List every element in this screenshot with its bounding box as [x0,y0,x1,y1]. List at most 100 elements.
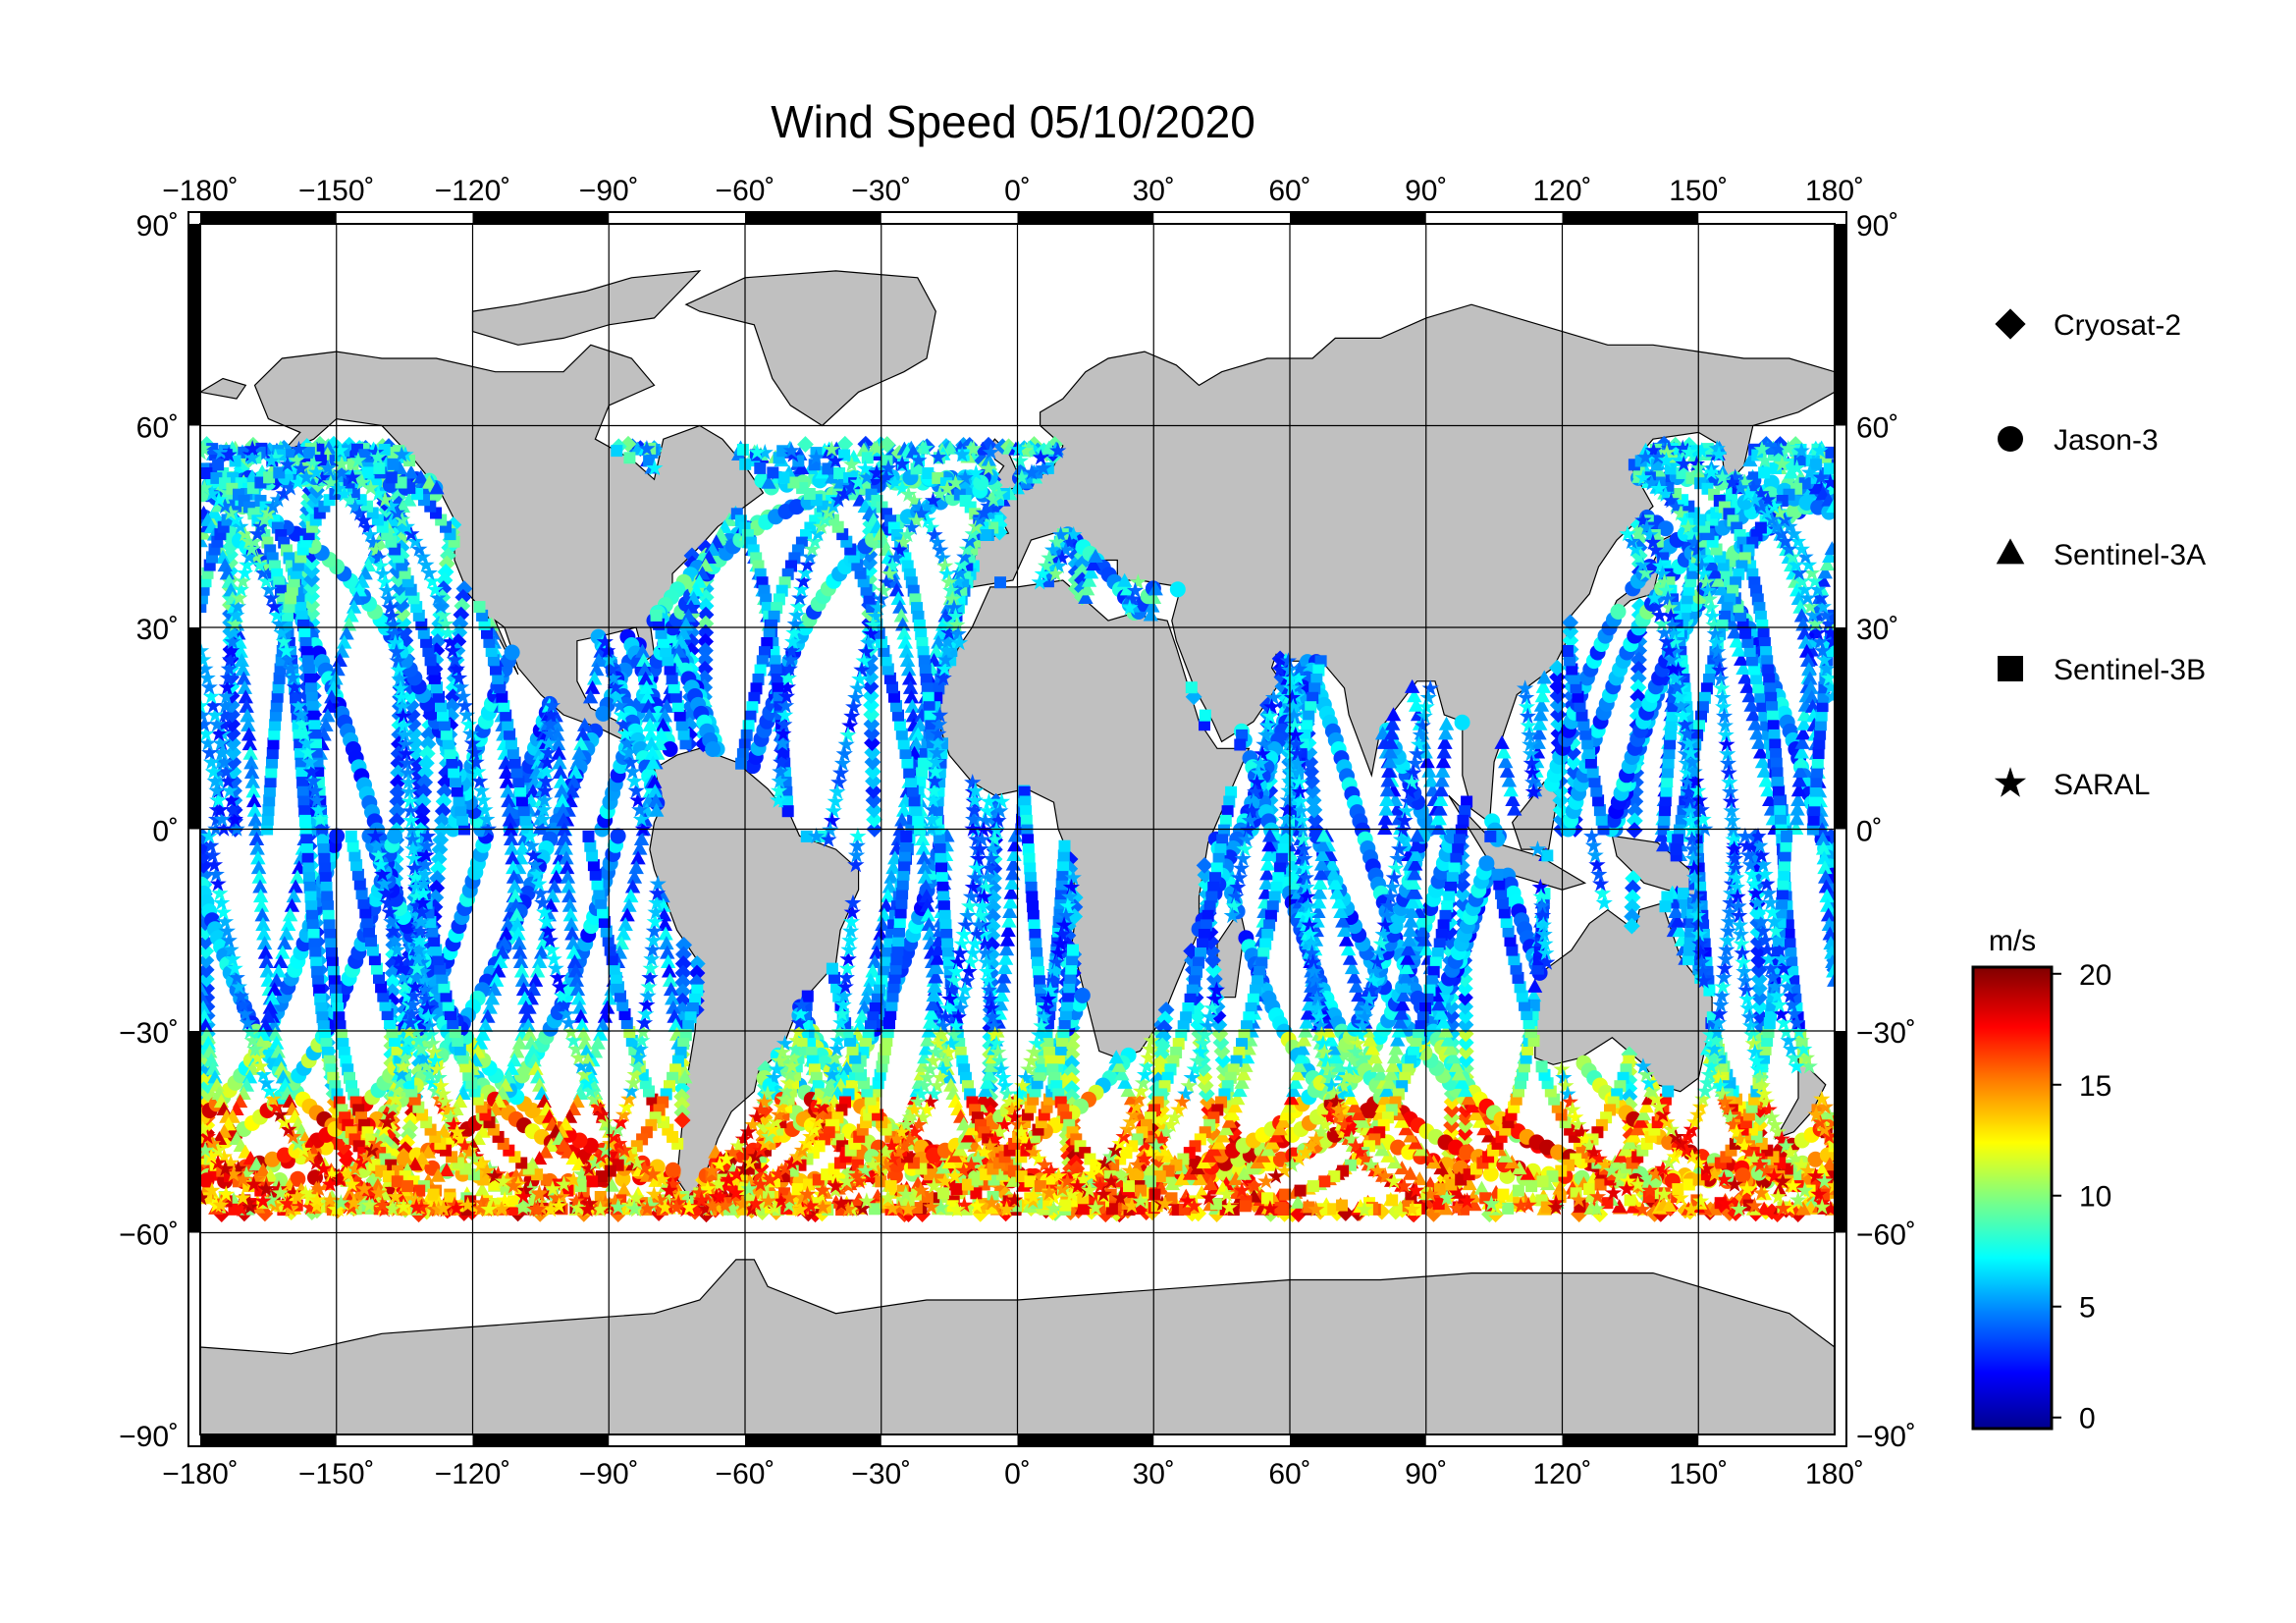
cryosat-2-point [384,983,401,1001]
jason-3-point [665,1162,681,1178]
cryosat-2-point [419,735,437,753]
cryosat-2-point [1189,1007,1206,1024]
cryosat-2-point [1328,1205,1346,1221]
cryosat-2-point [1624,908,1641,925]
cryosat-2-point [437,774,454,791]
cryosat-2-point [1200,1093,1216,1110]
cryosat-2-point [1457,1016,1474,1034]
map-title: Wind Speed 05/10/2020 [771,96,1255,147]
cryosat-2-point [429,870,446,887]
cryosat-2-point [417,764,434,782]
cryosat-2-point [430,850,448,868]
cryosat-2-point [428,879,446,896]
cryosat-2-point [384,992,400,1009]
cryosat-2-point [1629,670,1647,687]
jason-3-point [1074,987,1091,1003]
cryosat-2-point [1624,889,1641,906]
cryosat-2-point [1565,753,1582,771]
cryosat-2-point [432,832,450,848]
cryosat-2-point [1307,811,1324,829]
land-borneo [1511,781,1559,850]
cryosat-2-point [1306,801,1323,819]
cryosat-2-point [1627,802,1644,820]
cryosat-2-point [1564,734,1581,752]
cryosat-2-point [864,763,881,781]
cryosat-2-point [418,745,436,762]
cryosat-2-point [405,725,423,742]
cryosat-2-point [697,623,715,641]
cryosat-2-point [836,435,854,453]
cryosat-2-point [1457,998,1474,1015]
cryosat-2-point [1456,980,1473,997]
jason-3-point [1454,714,1470,730]
cryosat-2-point [325,435,343,453]
cryosat-2-point [1458,1052,1474,1069]
cryosat-2-point [1624,898,1641,916]
cryosat-2-point [378,1134,395,1151]
cryosat-2-point [1625,879,1641,896]
cryosat-2-point [1303,773,1320,789]
jason-3-point [1735,1167,1751,1184]
cryosat-2-point [866,811,883,829]
cryosat-2-point [864,734,881,752]
cryosat-2-point [434,802,452,820]
cryosat-2-point [391,579,408,596]
cryosat-2-point [413,802,431,820]
cryosat-2-point [408,753,425,771]
cryosat-2-point [349,1190,367,1208]
cryosat-2-point [435,580,453,597]
cryosat-2-point [697,606,715,623]
cryosat-2-point [972,1205,989,1222]
cryosat-2-point [436,784,454,800]
cryosat-2-point [399,1134,416,1151]
cryosat-2-point [1185,688,1202,706]
cryosat-2-point [1457,1043,1474,1060]
cryosat-2-point [1151,1055,1169,1072]
cryosat-2-point [431,840,449,858]
cryosat-2-point [434,812,451,830]
jason-3-point [1169,581,1186,598]
cryosat-2-point [696,651,714,669]
cryosat-2-point [1626,812,1643,830]
cryosat-2-point [416,774,434,791]
cryosat-2-point [1154,1028,1172,1046]
cryosat-2-point [1629,660,1647,677]
cryosat-2-point [865,791,882,809]
cryosat-2-point [414,792,432,810]
cryosat-2-point [697,632,715,650]
cryosat-2-point [862,669,880,686]
land-new-zealand [1774,1055,1827,1140]
cryosat-2-point [418,754,435,772]
cryosat-2-point [429,860,447,878]
cryosat-2-point [413,812,430,830]
jason-3-point [705,741,721,757]
cryosat-2-point [337,1145,354,1163]
cryosat-2-point [406,734,424,752]
cryosat-2-point [688,955,706,972]
cryosat-2-point [412,822,430,839]
cryosat-2-point [1629,678,1647,696]
cryosat-2-point [256,1205,274,1222]
cryosat-2-point [1183,943,1201,960]
cryosat-2-point [1155,1019,1173,1037]
cryosat-2-point [863,715,881,732]
cryosat-2-point [384,974,401,991]
cryosat-2-point [865,782,882,799]
world-map [187,211,1847,1447]
cryosat-2-point [401,1119,419,1137]
cryosat-2-point [1139,1134,1156,1151]
cryosat-2-point [1565,773,1582,789]
land-eurasia [971,303,1835,824]
cryosat-2-point [1196,1068,1213,1086]
cryosat-2-point [402,687,419,704]
cryosat-2-point [1625,870,1642,887]
cryosat-2-point [1562,614,1579,631]
jason-3-point [504,644,520,661]
cryosat-2-point [435,792,453,810]
cryosat-2-point [389,802,405,820]
cryosat-2-point [429,632,447,650]
cryosat-2-point [864,753,881,771]
cryosat-2-point [1457,1034,1474,1052]
cryosat-2-point [445,678,462,696]
